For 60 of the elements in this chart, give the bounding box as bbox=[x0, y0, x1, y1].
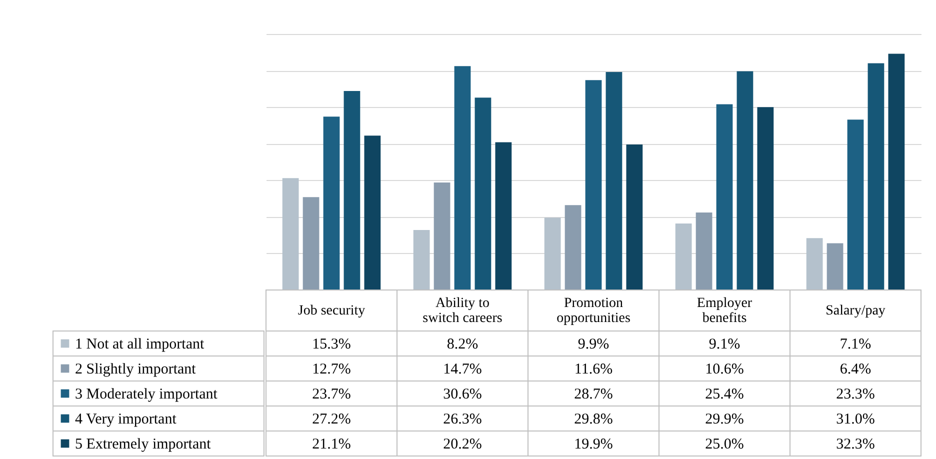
data-label: 6.4% bbox=[840, 362, 872, 378]
data-label: 26.3% bbox=[443, 412, 482, 428]
bar bbox=[282, 178, 299, 290]
data-label: 8.2% bbox=[446, 336, 478, 352]
bar bbox=[675, 223, 692, 290]
data-label: 21.1% bbox=[312, 436, 351, 452]
bar bbox=[434, 182, 450, 290]
data-label: 10.6% bbox=[705, 362, 744, 378]
bar bbox=[806, 238, 823, 290]
data-label: 31.0% bbox=[836, 412, 875, 428]
data-label: 15.3% bbox=[312, 336, 351, 352]
legend-label: 2 Slightly important bbox=[75, 362, 197, 378]
bar bbox=[564, 205, 582, 290]
bar bbox=[847, 120, 864, 290]
bar bbox=[413, 230, 430, 290]
x-tick-label: Job security bbox=[298, 304, 366, 318]
bar bbox=[323, 116, 340, 290]
data-label: 23.7% bbox=[312, 386, 351, 402]
bar bbox=[626, 144, 643, 290]
data-label: 30.6% bbox=[443, 386, 482, 402]
bar bbox=[344, 91, 360, 290]
data-label: 28.7% bbox=[574, 386, 613, 402]
bar bbox=[474, 98, 492, 290]
bar bbox=[606, 72, 622, 290]
data-label: 27.2% bbox=[312, 412, 351, 428]
bar bbox=[696, 212, 712, 290]
bar bbox=[716, 104, 733, 290]
bar bbox=[888, 54, 905, 290]
data-label: 19.9% bbox=[574, 436, 613, 452]
data-label: 25.4% bbox=[705, 386, 744, 402]
bar bbox=[868, 63, 884, 290]
data-label: 32.3% bbox=[836, 436, 875, 452]
data-label: 25.0% bbox=[705, 436, 744, 452]
legend-label: 3 Moderately important bbox=[75, 386, 218, 402]
bar bbox=[495, 142, 512, 290]
legend-label: 5 Extremely important bbox=[75, 436, 212, 452]
bar bbox=[585, 80, 602, 290]
bar bbox=[364, 136, 381, 290]
data-label: 23.3% bbox=[836, 386, 875, 402]
bar bbox=[757, 107, 774, 290]
data-label: 11.6% bbox=[574, 362, 613, 378]
data-label: 12.7% bbox=[312, 362, 351, 378]
bar bbox=[302, 197, 320, 290]
bar bbox=[544, 218, 561, 290]
x-tick-label: Salary/pay bbox=[826, 304, 886, 318]
bar bbox=[736, 71, 754, 290]
data-label: 20.2% bbox=[443, 436, 482, 452]
data-label: 29.9% bbox=[705, 412, 744, 428]
data-label: 29.8% bbox=[574, 412, 613, 428]
x-tick-label: Promotion opportunities bbox=[556, 296, 630, 326]
x-tick-label: Ability to switch careers bbox=[422, 296, 502, 326]
bar bbox=[826, 243, 844, 290]
legend-label: 1 Not at all important bbox=[75, 336, 205, 352]
legend-label: 4 Very important bbox=[75, 412, 178, 428]
bar bbox=[454, 66, 471, 290]
data-label: 9.1% bbox=[708, 336, 740, 352]
data-label: 9.9% bbox=[578, 336, 610, 352]
data-label: 7.1% bbox=[840, 336, 872, 352]
data-label: 14.7% bbox=[443, 362, 482, 378]
x-tick-label: Employer benefits bbox=[696, 296, 752, 326]
